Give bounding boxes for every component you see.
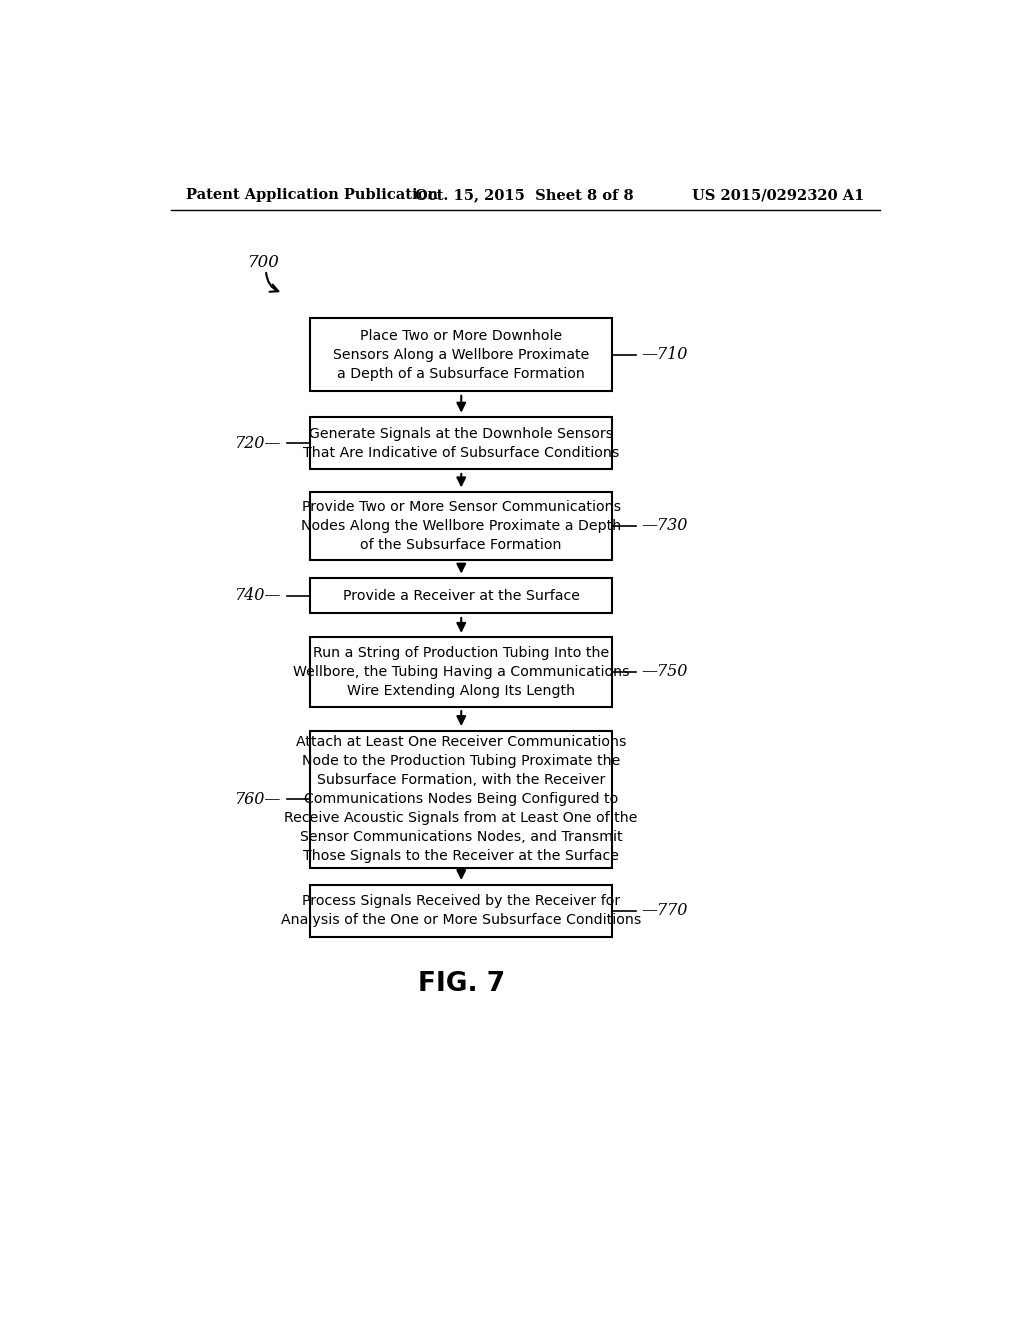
FancyBboxPatch shape (310, 417, 612, 470)
Text: 720—: 720— (234, 434, 281, 451)
Text: US 2015/0292320 A1: US 2015/0292320 A1 (692, 189, 864, 202)
Text: Place Two or More Downhole
Sensors Along a Wellbore Proximate
a Depth of a Subsu: Place Two or More Downhole Sensors Along… (333, 329, 590, 380)
Text: —770: —770 (642, 902, 688, 919)
Text: —710: —710 (642, 346, 688, 363)
Text: Generate Signals at the Downhole Sensors
That Are Indicative of Subsurface Condi: Generate Signals at the Downhole Sensors… (303, 426, 620, 459)
FancyBboxPatch shape (310, 578, 612, 614)
Text: —730: —730 (642, 517, 688, 535)
Text: FIG. 7: FIG. 7 (418, 970, 505, 997)
Text: Provide a Receiver at the Surface: Provide a Receiver at the Surface (343, 589, 580, 603)
FancyBboxPatch shape (310, 730, 612, 867)
Text: Oct. 15, 2015  Sheet 8 of 8: Oct. 15, 2015 Sheet 8 of 8 (416, 189, 634, 202)
Text: 700: 700 (248, 253, 280, 271)
Text: Run a String of Production Tubing Into the
Wellbore, the Tubing Having a Communi: Run a String of Production Tubing Into t… (293, 645, 630, 698)
Text: Attach at Least One Receiver Communications
Node to the Production Tubing Proxim: Attach at Least One Receiver Communicati… (285, 735, 638, 863)
Text: 740—: 740— (234, 587, 281, 605)
FancyBboxPatch shape (310, 884, 612, 937)
Text: Patent Application Publication: Patent Application Publication (186, 189, 438, 202)
FancyBboxPatch shape (310, 492, 612, 560)
Text: Provide Two or More Sensor Communications
Nodes Along the Wellbore Proximate a D: Provide Two or More Sensor Communication… (301, 500, 622, 552)
Text: —750: —750 (642, 664, 688, 681)
Text: 760—: 760— (234, 791, 281, 808)
FancyBboxPatch shape (310, 638, 612, 706)
Text: Process Signals Received by the Receiver for
Analysis of the One or More Subsurf: Process Signals Received by the Receiver… (281, 894, 641, 927)
FancyBboxPatch shape (310, 318, 612, 391)
